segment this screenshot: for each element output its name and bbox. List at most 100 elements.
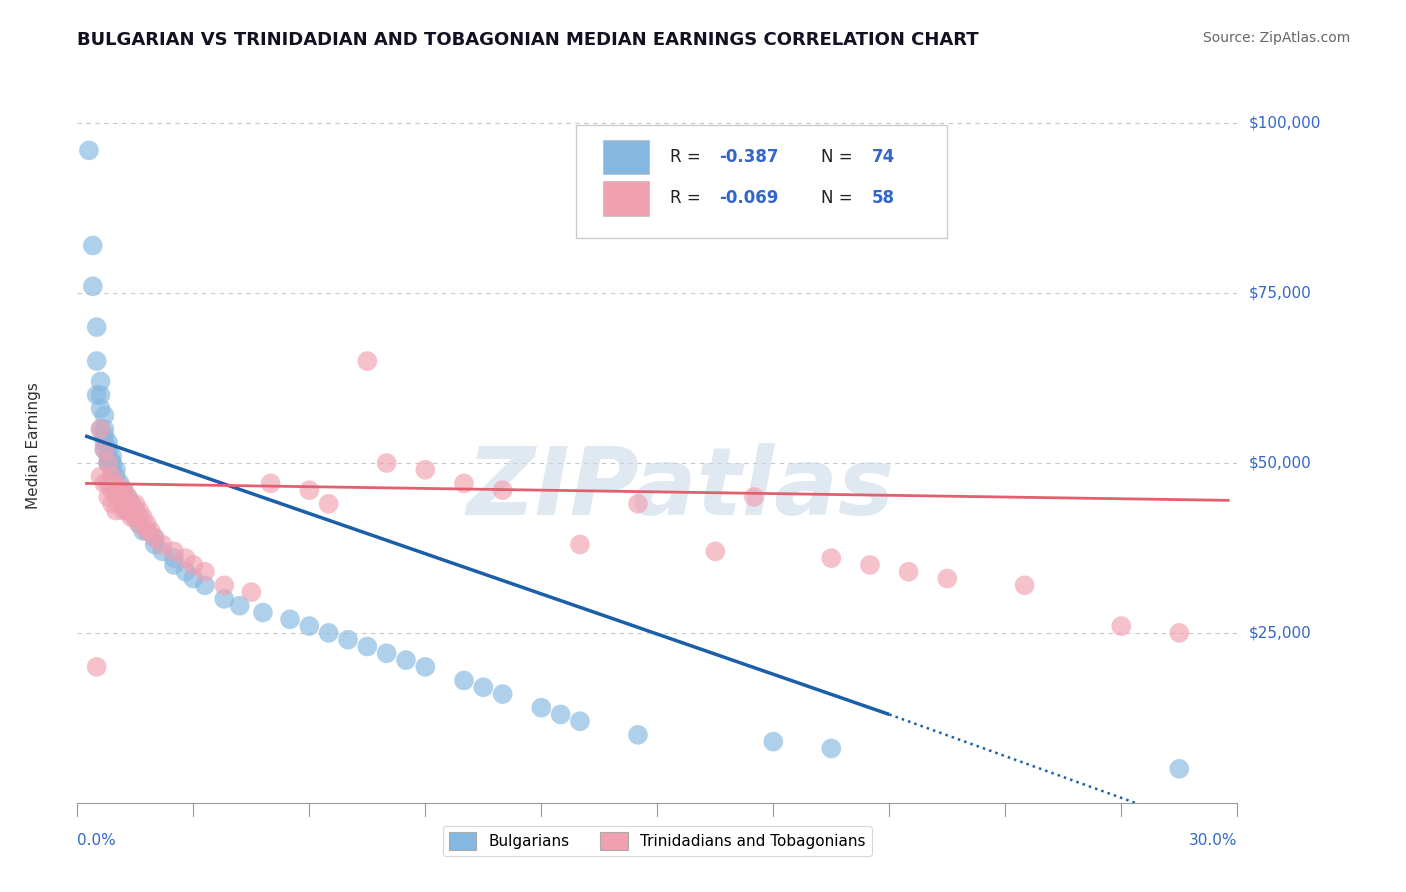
Point xyxy=(117,490,139,504)
Point xyxy=(936,572,959,586)
Point xyxy=(112,490,135,504)
Point xyxy=(82,238,104,252)
Text: $100,000: $100,000 xyxy=(1249,116,1320,131)
Point xyxy=(124,503,146,517)
Text: R =: R = xyxy=(671,148,706,166)
Point xyxy=(1111,619,1133,633)
Point xyxy=(90,422,111,436)
Point xyxy=(194,578,217,592)
Point xyxy=(86,354,108,368)
Point xyxy=(1168,762,1191,776)
Point xyxy=(337,632,360,647)
Point xyxy=(859,558,882,572)
Point xyxy=(318,626,340,640)
Point xyxy=(93,435,115,450)
Point xyxy=(375,456,398,470)
Point xyxy=(97,490,120,504)
Text: BULGARIAN VS TRINIDADIAN AND TOBAGONIAN MEDIAN EARNINGS CORRELATION CHART: BULGARIAN VS TRINIDADIAN AND TOBAGONIAN … xyxy=(77,31,979,49)
Text: 0.0%: 0.0% xyxy=(77,833,117,848)
Point xyxy=(90,469,111,483)
Point xyxy=(124,510,146,524)
Text: -0.387: -0.387 xyxy=(718,148,779,166)
Point xyxy=(112,490,135,504)
Text: Source: ZipAtlas.com: Source: ZipAtlas.com xyxy=(1202,31,1350,45)
Point xyxy=(108,497,131,511)
Text: R =: R = xyxy=(671,189,706,207)
Point xyxy=(108,483,131,498)
Point xyxy=(174,565,197,579)
Text: 30.0%: 30.0% xyxy=(1189,833,1237,848)
Point xyxy=(86,660,108,674)
Bar xyxy=(603,140,650,174)
Text: -0.069: -0.069 xyxy=(718,189,778,207)
Point xyxy=(1168,626,1191,640)
Text: 74: 74 xyxy=(872,148,896,166)
Point xyxy=(121,510,143,524)
Point xyxy=(356,354,378,368)
Point xyxy=(163,544,186,558)
Text: ZIPatlas: ZIPatlas xyxy=(467,442,894,535)
Point xyxy=(117,503,139,517)
Point xyxy=(395,653,418,667)
Point xyxy=(93,442,115,457)
Point xyxy=(108,490,131,504)
Text: 58: 58 xyxy=(872,189,894,207)
Point xyxy=(93,409,115,423)
Point xyxy=(105,490,127,504)
Point xyxy=(90,401,111,416)
Text: N =: N = xyxy=(821,189,858,207)
Point xyxy=(413,463,436,477)
Point xyxy=(550,707,572,722)
Point xyxy=(318,497,340,511)
Point xyxy=(183,572,205,586)
Point xyxy=(121,497,143,511)
Point xyxy=(136,524,159,538)
Point xyxy=(260,476,283,491)
FancyBboxPatch shape xyxy=(576,125,948,237)
Point xyxy=(183,558,205,572)
Point xyxy=(97,456,120,470)
Point xyxy=(90,388,111,402)
Point xyxy=(93,429,115,443)
Point xyxy=(108,476,131,491)
Point xyxy=(97,456,120,470)
Point xyxy=(569,537,592,551)
Point xyxy=(93,422,115,436)
Point xyxy=(90,375,111,389)
Point xyxy=(112,483,135,498)
Point xyxy=(128,517,150,532)
Point xyxy=(530,700,553,714)
Point xyxy=(97,456,120,470)
Text: $75,000: $75,000 xyxy=(1249,285,1312,301)
Point xyxy=(356,640,378,654)
Point xyxy=(136,524,159,538)
Point xyxy=(214,578,236,592)
Point xyxy=(105,469,127,483)
Point xyxy=(101,497,124,511)
Point xyxy=(174,551,197,566)
Point xyxy=(136,517,159,532)
Point xyxy=(453,673,475,688)
Point xyxy=(298,619,321,633)
Point xyxy=(117,503,139,517)
Point xyxy=(492,687,515,701)
Point xyxy=(101,483,124,498)
Point xyxy=(627,497,650,511)
Point xyxy=(163,551,186,566)
Point xyxy=(97,442,120,457)
Point xyxy=(101,469,124,483)
Point xyxy=(77,144,100,158)
Legend: Bulgarians, Trinidadians and Tobagonians: Bulgarians, Trinidadians and Tobagonians xyxy=(443,826,872,855)
Point xyxy=(105,476,127,491)
Point xyxy=(820,551,842,566)
Point xyxy=(97,435,120,450)
Point xyxy=(897,565,920,579)
Text: N =: N = xyxy=(821,148,858,166)
Point xyxy=(93,476,115,491)
Point xyxy=(124,510,146,524)
Point xyxy=(101,449,124,463)
Point xyxy=(453,476,475,491)
Point xyxy=(124,497,146,511)
Point xyxy=(298,483,321,498)
Text: $25,000: $25,000 xyxy=(1249,625,1312,640)
